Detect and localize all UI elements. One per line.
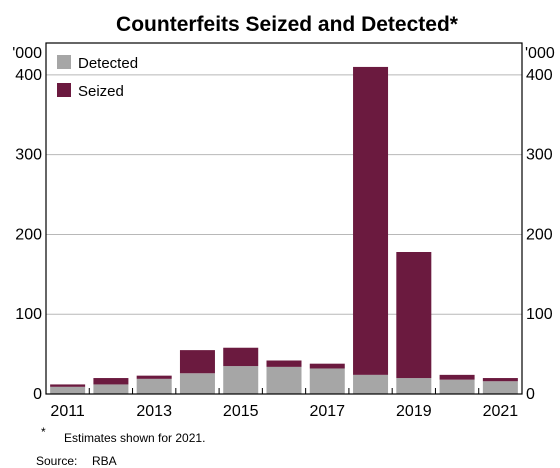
bar-detected bbox=[179, 373, 215, 394]
legend-swatch-seized bbox=[57, 83, 71, 97]
bars-layer bbox=[50, 66, 518, 394]
bar-detected bbox=[266, 366, 302, 394]
bar-seized bbox=[353, 66, 389, 375]
legend-label-seized: Seized bbox=[78, 83, 124, 100]
bar-seized bbox=[136, 375, 172, 379]
x-tick-label: 2011 bbox=[50, 403, 85, 420]
source-value: RBA bbox=[92, 454, 117, 468]
bar-detected bbox=[396, 378, 432, 394]
x-tick-label: 2013 bbox=[136, 403, 172, 420]
left-unit-label: '000 bbox=[12, 45, 42, 62]
bar-detected bbox=[223, 366, 259, 394]
bar-detected bbox=[93, 384, 129, 394]
bar-seized bbox=[309, 363, 345, 369]
x-tick-label: 2019 bbox=[396, 403, 432, 420]
bar-seized bbox=[266, 360, 302, 367]
y-tick-label-right: 100 bbox=[526, 306, 553, 323]
legend-swatch-detected bbox=[57, 55, 71, 69]
chart-title: Counterfeits Seized and Detected* bbox=[116, 13, 459, 36]
x-tick-label: 2015 bbox=[223, 403, 259, 420]
y-tick-label-right: 200 bbox=[526, 226, 553, 243]
y-tick-label-right: 0 bbox=[526, 386, 535, 403]
footnote-text: Estimates shown for 2021. bbox=[64, 431, 206, 445]
plot-frame bbox=[45, 42, 523, 395]
bar-seized bbox=[396, 252, 432, 379]
bar-detected bbox=[50, 386, 86, 394]
bar-detected bbox=[309, 368, 345, 394]
bar-seized bbox=[439, 374, 475, 380]
bar-detected bbox=[353, 374, 389, 394]
legend: Detected Seized bbox=[57, 55, 138, 100]
bar-seized bbox=[482, 378, 518, 382]
footnote-marker: * bbox=[41, 425, 46, 439]
y-tick-label-right: 300 bbox=[526, 147, 553, 164]
bar-seized bbox=[179, 350, 215, 374]
y-tick-label-left: 400 bbox=[15, 67, 42, 84]
bar-detected bbox=[136, 378, 172, 394]
bar-detected bbox=[439, 379, 475, 394]
bar-seized bbox=[50, 384, 86, 387]
legend-label-detected: Detected bbox=[78, 55, 138, 72]
right-unit-label: '000 bbox=[525, 45, 555, 62]
y-tick-label-right: 400 bbox=[526, 67, 553, 84]
source-label: Source: bbox=[36, 454, 78, 468]
axes-layer: 0 0 100 100 200 200 300 300 400 400 2011 2013 2015 20… bbox=[15, 42, 553, 420]
y-tick-label-left: 200 bbox=[15, 226, 42, 243]
x-tick-label: 2021 bbox=[483, 403, 519, 420]
bar-seized bbox=[223, 347, 259, 367]
y-tick-label-left: 100 bbox=[15, 306, 42, 323]
x-tick-label: 2017 bbox=[309, 403, 345, 420]
y-tick-label-left: 300 bbox=[15, 147, 42, 164]
grid-layer bbox=[46, 74, 522, 315]
bar-detected bbox=[482, 381, 518, 394]
bar-seized bbox=[93, 378, 129, 385]
y-tick-label-left: 0 bbox=[33, 386, 42, 403]
